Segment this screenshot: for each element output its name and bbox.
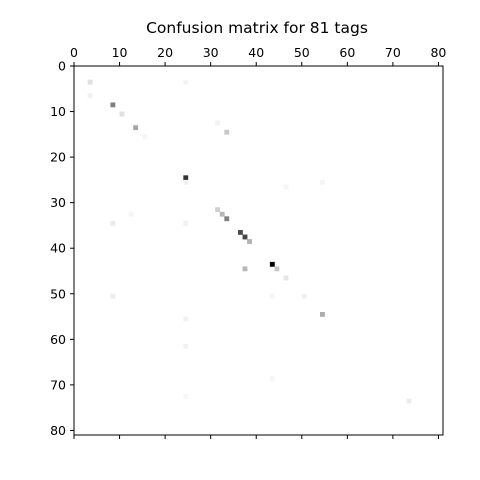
heatmap-cell: [129, 212, 134, 217]
heatmap-cell: [224, 216, 229, 221]
heatmap-cell: [320, 180, 325, 185]
x-tick-label: 30: [203, 45, 219, 60]
x-tick-label: 80: [430, 45, 446, 60]
heatmap-cell: [183, 221, 188, 226]
x-tick-label: 60: [339, 45, 355, 60]
heatmap-cell: [274, 266, 279, 271]
heatmap-cell: [284, 184, 289, 189]
chart-title: Confusion matrix for 81 tags: [146, 19, 368, 37]
x-axis-ticks: 0 10 20 30 40 50 60 70 80: [70, 45, 446, 439]
heatmap-cell: [215, 207, 220, 212]
heatmap-cell: [270, 294, 275, 299]
y-tick-label: 40: [50, 241, 66, 256]
heatmap-cell: [88, 93, 93, 98]
y-tick-label: 80: [50, 423, 66, 438]
x-tick-label: 0: [70, 45, 78, 60]
heatmap-cell: [183, 344, 188, 349]
heatmap-cell: [110, 102, 115, 107]
x-tick-label: 70: [385, 45, 401, 60]
heatmap-cell: [183, 317, 188, 322]
heatmap-cell: [224, 130, 229, 135]
heatmap-cell: [183, 80, 188, 85]
x-tick-label: 20: [157, 45, 173, 60]
heatmap-cell: [88, 80, 93, 85]
x-tick-label: 50: [294, 45, 310, 60]
x-tick-label: 10: [112, 45, 128, 60]
heatmap-cell: [320, 312, 325, 317]
y-axis-ticks: 0 10 20 30 40 50 60 70 80: [50, 59, 74, 438]
heatmap-cell: [110, 221, 115, 226]
heatmap-cell: [407, 399, 412, 404]
heatmap-cell: [183, 180, 188, 185]
heatmap-cell: [238, 230, 243, 235]
y-tick-label: 50: [50, 286, 66, 301]
y-tick-label: 30: [50, 195, 66, 210]
y-tick-label: 70: [50, 377, 66, 392]
heatmap-cell: [302, 294, 307, 299]
heatmap-cell: [133, 125, 138, 130]
plot-frame: [74, 66, 443, 435]
y-tick-label: 20: [50, 150, 66, 165]
y-tick-label: 10: [50, 104, 66, 119]
heatmap-cell: [243, 266, 248, 271]
heatmap-cell: [183, 394, 188, 399]
heatmap-cell: [215, 121, 220, 126]
heatmap-cell: [120, 112, 125, 117]
heatmap-cell: [110, 294, 115, 299]
x-tick-label: 40: [248, 45, 264, 60]
heatmap-cell: [270, 262, 275, 267]
heatmap-cell: [142, 134, 147, 139]
y-tick-label: 60: [50, 332, 66, 347]
heatmap-cell: [243, 235, 248, 240]
y-tick-label: 0: [58, 59, 66, 74]
heatmap-cell: [270, 376, 275, 381]
heatmap-cell: [284, 276, 289, 281]
heatmap-cell: [247, 239, 252, 244]
heatmap-cell: [220, 212, 225, 217]
heatmap-cell: [183, 175, 188, 180]
heatmap-cells: [88, 80, 412, 404]
